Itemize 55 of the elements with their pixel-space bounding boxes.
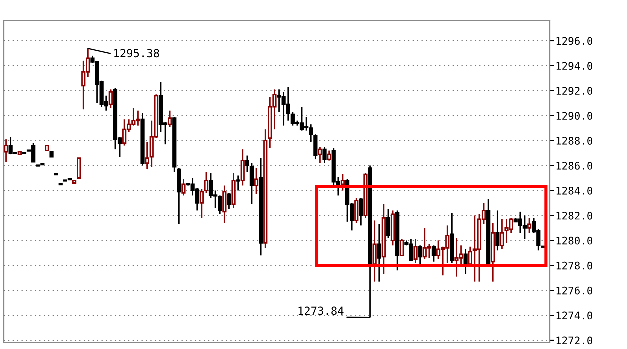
y-tick-label: 1280.0: [556, 236, 593, 245]
annotation: 1295.38: [114, 49, 160, 58]
candlestick: [377, 224, 382, 283]
candlestick: [227, 192, 232, 210]
candlestick: [200, 188, 204, 219]
candlestick: [372, 220, 377, 283]
candlestick: [522, 215, 528, 240]
candlestick: [77, 158, 82, 179]
candlestick: [400, 238, 404, 256]
y-tick-label: 1284.0: [556, 186, 593, 195]
candlestick: [527, 218, 532, 234]
candlestick: [354, 198, 359, 224]
candlestick: [182, 178, 186, 196]
candlestick: [464, 248, 468, 276]
candlestick: [250, 162, 254, 206]
candlestick: [286, 86, 290, 122]
candlestick: [496, 210, 500, 252]
candlestick: [222, 185, 227, 224]
candlestick: [236, 175, 240, 192]
candlestick: [359, 198, 364, 226]
candlestick: [168, 110, 172, 128]
y-tick-label: 1286.0: [556, 162, 593, 170]
y-tick-label: 1274.0: [556, 312, 593, 320]
candlestick: [254, 168, 259, 196]
candlestick: [414, 238, 418, 264]
candlestick: [122, 118, 127, 146]
y-tick-label: 1276.0: [556, 286, 593, 295]
candlestick: [82, 60, 86, 110]
candlestick: [427, 244, 432, 259]
y-tick-label: 1296.0: [556, 37, 593, 46]
candlestick: [245, 155, 250, 173]
y-tick-label: 1292.0: [556, 87, 593, 96]
candlestick: [4, 138, 8, 163]
candlestick: [418, 244, 422, 266]
candlestick: [204, 171, 209, 194]
candlestick: [436, 240, 441, 260]
candlestick: [208, 172, 214, 199]
candlestick: [318, 146, 322, 164]
candlestick: [108, 88, 113, 110]
candlestick: [432, 244, 436, 263]
candlestick: [322, 146, 327, 164]
candlestick: [327, 150, 332, 162]
y-tick-label: 1278.0: [556, 262, 593, 270]
candlestick: [232, 172, 236, 209]
candlestick: [300, 106, 304, 132]
y-tick-label: 1272.0: [556, 336, 593, 345]
y-tick-label: 1282.0: [556, 212, 593, 220]
candlestick: [340, 174, 346, 192]
y-tick-label: 1294.0: [556, 62, 593, 70]
candlestick: [386, 208, 391, 239]
annotation: 1273.84: [298, 306, 344, 316]
y-tick-label: 1288.0: [556, 137, 593, 145]
candlestick: [195, 188, 200, 212]
y-tick-label: 1290.0: [556, 112, 593, 120]
candlestick: [240, 148, 245, 186]
